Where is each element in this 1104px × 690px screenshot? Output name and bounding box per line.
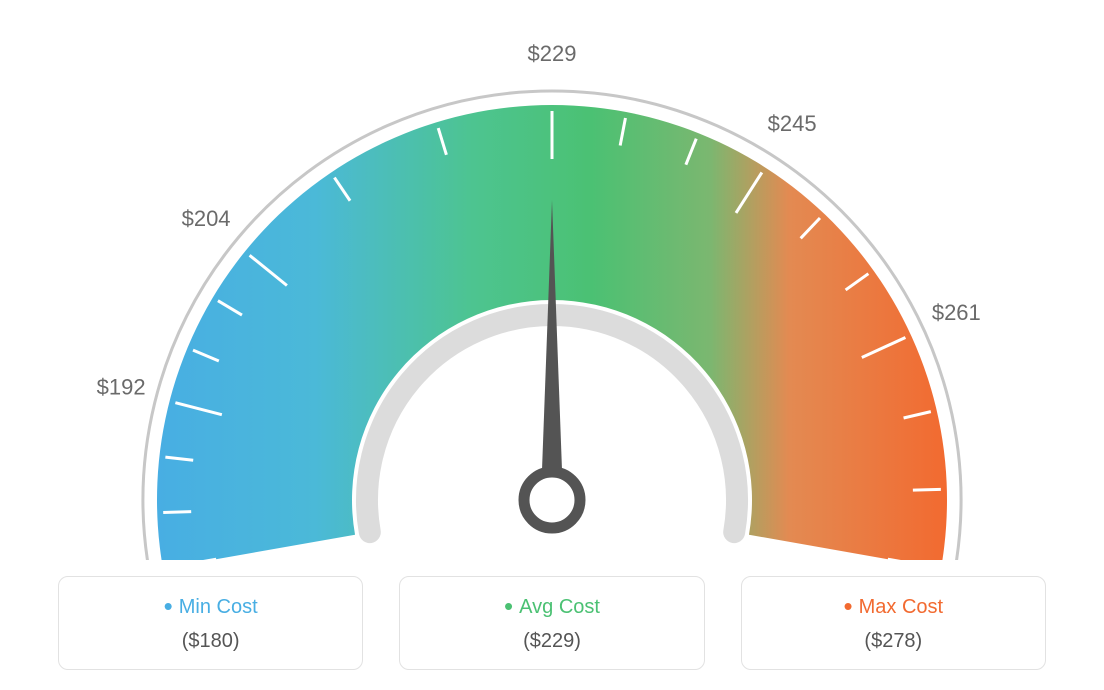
legend-avg-label: Avg Cost bbox=[519, 596, 600, 618]
legend-max-title: • Max Cost bbox=[752, 591, 1035, 622]
cost-gauge-container: $180$192$204$229$245$261$278 •Min Cost (… bbox=[0, 0, 1104, 690]
legend-min-title: • Min Cost bbox=[69, 591, 352, 622]
gauge-tick-label: $229 bbox=[528, 41, 577, 66]
legend-min-dot: • bbox=[164, 591, 173, 621]
legend-min-label: Min Cost bbox=[179, 596, 258, 618]
gauge-tick-label: $245 bbox=[768, 111, 817, 136]
legend-card-avg: • Avg Cost ($229) bbox=[399, 576, 704, 670]
legend-avg-dot: • bbox=[504, 591, 513, 621]
legend-max-value: ($278) bbox=[752, 630, 1035, 653]
gauge-needle-hub bbox=[524, 472, 580, 528]
legend-avg-value: ($229) bbox=[410, 630, 693, 653]
gauge-tick-label: $192 bbox=[97, 374, 146, 399]
gauge-tick-label: $261 bbox=[932, 300, 981, 325]
legend-max-label: Max Cost bbox=[859, 596, 943, 618]
legend-row: • Min Cost ($180) • Avg Cost ($229) • Max C… bbox=[0, 576, 1104, 670]
gauge-chart: $180$192$204$229$245$261$278 bbox=[0, 0, 1104, 560]
legend-avg-title: • Avg Cost bbox=[410, 591, 693, 622]
gauge-tick-label: $204 bbox=[182, 206, 231, 231]
gauge-minor-tick bbox=[913, 489, 941, 490]
legend-card-min: • Min Cost ($180) bbox=[58, 576, 363, 670]
gauge-minor-tick bbox=[163, 512, 191, 513]
legend-card-max: • Max Cost ($278) bbox=[741, 576, 1046, 670]
legend-max-dot: • bbox=[844, 591, 853, 621]
legend-min-value: ($180) bbox=[69, 630, 352, 653]
